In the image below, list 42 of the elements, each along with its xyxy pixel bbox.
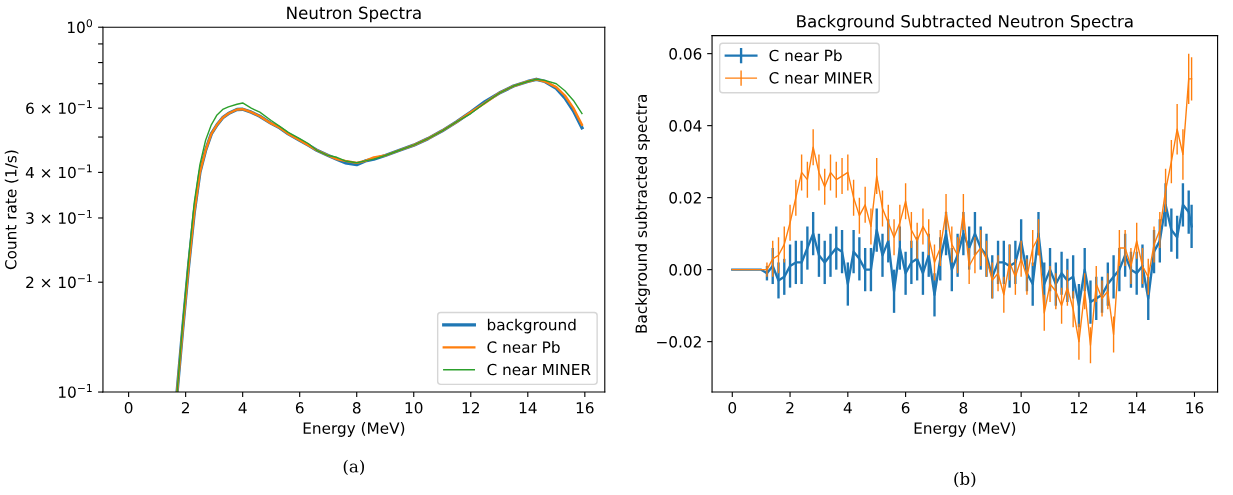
- x-tick-label: 6: [295, 402, 304, 414]
- y-axis-title: Background subtracted spectra: [635, 95, 650, 333]
- x-tick-label: 10: [1013, 402, 1030, 414]
- y-tick-label: 10$^{−1}$: [59, 384, 92, 398]
- legend-label: C near Pb: [769, 49, 842, 62]
- x-tick-label: 12: [462, 402, 479, 414]
- y-tick-label: 0.06: [669, 48, 702, 60]
- x-tick-label: 8: [352, 402, 361, 414]
- y-tick-label: 2 × 10$^{−1}$: [26, 274, 92, 289]
- x-tick-label: 0: [124, 402, 133, 414]
- legend-label: C near Pb: [487, 341, 560, 353]
- x-tick-label: 16: [1186, 402, 1204, 414]
- x-tick-label: 0: [728, 402, 737, 414]
- x-tick-label: 16: [576, 402, 594, 414]
- y-axis-title: Count rate (1/s): [4, 150, 19, 270]
- y-tick-label: 0.02: [669, 192, 701, 204]
- x-axis-title: Energy (MeV): [303, 422, 405, 437]
- y-tick-label: 10$^{0}$: [68, 19, 93, 34]
- x-tick-label: 8: [959, 402, 968, 414]
- x-tick-label: 6: [901, 402, 910, 414]
- y-tick-label: 3 × 10$^{−1}$: [26, 210, 92, 224]
- text: (a): [343, 459, 365, 475]
- y-tick-label: 0.04: [669, 120, 702, 132]
- chart-title: Background Subtracted Neutron Spectra: [797, 14, 1133, 31]
- x-tick-label: 14: [519, 402, 537, 414]
- x-tick-label: 14: [1128, 402, 1146, 414]
- text: (b): [954, 472, 976, 488]
- x-tick-label: 12: [1070, 402, 1088, 414]
- legend-label: C near MINER: [487, 363, 591, 376]
- legend-label: C near MINER: [769, 72, 873, 84]
- y-tick-label: 0.00: [669, 264, 702, 276]
- x-tick-label: 2: [786, 402, 794, 414]
- x-axis-title: Energy (MeV): [914, 422, 1016, 437]
- x-tick-label: 4: [843, 402, 852, 414]
- x-tick-label: 4: [238, 402, 247, 414]
- y-tick-label: 6 × 10$^{−1}$: [26, 100, 92, 115]
- x-tick-label: 10: [405, 402, 423, 414]
- chart-title: Neutron Spectra: [287, 6, 421, 23]
- y-tick-label: 4 × 10$^{−1}$: [25, 164, 92, 179]
- legend-label: background: [487, 318, 576, 334]
- y-tick-label: −0.02: [657, 336, 701, 348]
- x-tick-label: 2: [181, 402, 189, 414]
